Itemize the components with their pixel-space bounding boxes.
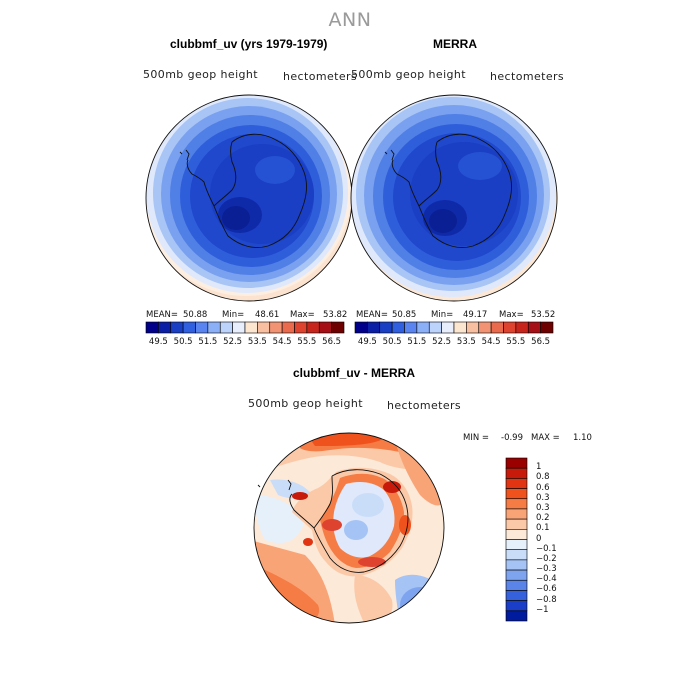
panel2-coastline bbox=[384, 133, 512, 248]
panel3-min-label: MIN = bbox=[463, 433, 490, 443]
panel3-colorbar-cell bbox=[505, 539, 528, 550]
figure-title: ANN bbox=[328, 9, 372, 31]
panel2-max-value: 53.52 bbox=[531, 310, 556, 320]
panel1-coastline bbox=[179, 133, 307, 248]
panel3-colorbar-cell bbox=[505, 600, 528, 612]
panel1-max-label: Max= bbox=[290, 310, 315, 320]
panel3-colorbar-cell bbox=[505, 549, 528, 561]
panel3-colorbar-tick-label: 0.2 bbox=[536, 513, 550, 524]
panel3-colorbar-cell bbox=[505, 518, 528, 530]
panel1-mean-label: MEAN= bbox=[146, 310, 178, 320]
panel3-colorbar-cell bbox=[505, 569, 528, 581]
panel3-colorbar-tick-label: 1 bbox=[536, 462, 542, 473]
panel3-colorbar-tick-label: 0.1 bbox=[536, 523, 550, 534]
panel3-colorbar-tick-label: −0.6 bbox=[536, 584, 557, 595]
panel2-colorbar-tick-label: 52.5 bbox=[432, 337, 452, 347]
panel3-colorbar-tick-label: 0.3 bbox=[536, 492, 550, 503]
panel2-min-value: 49.17 bbox=[463, 310, 488, 320]
panel3-colorbar-cell bbox=[505, 457, 528, 469]
panel3-left-label: 500mb geop height bbox=[248, 397, 364, 410]
panel3-colorbar-tick-label: 0.6 bbox=[536, 482, 550, 493]
panel3-colorbar-cell bbox=[505, 579, 528, 591]
panel2-colorbar-tick-label: 49.5 bbox=[357, 337, 377, 347]
panel3-colorbar-tick-label: −1 bbox=[536, 604, 549, 615]
panel1-min-value: 48.61 bbox=[255, 310, 280, 320]
panel2-right-label: hectometers bbox=[490, 70, 565, 83]
panel1-colorbar-tick-label: 55.5 bbox=[297, 337, 317, 347]
panel3-coastline bbox=[257, 469, 409, 573]
panel2-colorbar-tick-label: 50.5 bbox=[382, 337, 402, 347]
panel2-max-label: Max= bbox=[499, 310, 524, 320]
panel3-colorbar-tick-label: −0.2 bbox=[536, 553, 557, 564]
panel2-colorbar-tick-label: 54.5 bbox=[481, 337, 501, 347]
panel3-colorbar-tick-label: −0.3 bbox=[536, 564, 557, 575]
panel2-colorbar-tick-label: 56.5 bbox=[531, 337, 551, 347]
panel3-colorbar-tick-label: 0 bbox=[536, 533, 542, 544]
panel3-right-label: hectometers bbox=[387, 399, 462, 412]
panel1-title: clubbmf_uv (yrs 1979-1979) bbox=[170, 37, 328, 51]
panel1-max-value: 53.82 bbox=[323, 310, 348, 320]
panel2-min-label: Min= bbox=[431, 310, 454, 320]
panel3-title: clubbmf_uv - MERRA bbox=[293, 366, 416, 380]
panel2-colorbar-tick-label: 53.5 bbox=[456, 337, 476, 347]
panel1-mean-value: 50.88 bbox=[183, 310, 208, 320]
panel2-mean-label: MEAN= bbox=[356, 310, 388, 320]
panel3-max-label: MAX = bbox=[531, 433, 560, 443]
panel1-colorbar-tick-label: 54.5 bbox=[272, 337, 292, 347]
panel1-left-label: 500mb geop height bbox=[143, 68, 259, 81]
panel3-colorbar-cell bbox=[505, 498, 528, 510]
panel3-border bbox=[253, 432, 445, 624]
panel3-colorbar-tick-label: −0.1 bbox=[536, 543, 557, 554]
panel3-colorbar-cell bbox=[505, 610, 528, 622]
panel1-colorbar-cell bbox=[331, 321, 345, 334]
panel3-colorbar-tick-label: −0.4 bbox=[536, 574, 557, 585]
panel1-min-label: Min= bbox=[222, 310, 245, 320]
panel2-colorbar-tick-label: 51.5 bbox=[407, 337, 427, 347]
panel3-colorbar-tick-label: −0.8 bbox=[536, 594, 557, 605]
panel3-colorbar-tick-label: 0.8 bbox=[536, 472, 550, 483]
panel1-colorbar-tick-label: 56.5 bbox=[322, 337, 342, 347]
panel3-colorbar-tick-label: 0.3 bbox=[536, 502, 550, 513]
panel3-colorbar-cell bbox=[505, 478, 528, 489]
panel3-colorbar-cell bbox=[505, 508, 528, 520]
panel1-colorbar-tick-label: 52.5 bbox=[223, 337, 243, 347]
panel2-title: MERRA bbox=[433, 37, 477, 51]
panel1-right-label: hectometers bbox=[283, 70, 358, 83]
panel2-border bbox=[350, 94, 558, 302]
panel1-colorbar-tick-label: 50.5 bbox=[173, 337, 193, 347]
panel2-mean-value: 50.85 bbox=[392, 310, 417, 320]
panel3-colorbar-cell bbox=[505, 488, 528, 500]
panel3-colorbar-cell bbox=[505, 559, 528, 571]
panel3-max-value: 1.10 bbox=[573, 433, 592, 443]
panel3-min-value: -0.99 bbox=[501, 433, 523, 443]
panel2-colorbar-tick-label: 55.5 bbox=[506, 337, 526, 347]
panel1-field bbox=[146, 95, 352, 301]
panel3-colorbar-cell bbox=[505, 590, 528, 601]
panel2-colorbar-cell bbox=[540, 321, 554, 334]
panel3-colorbar-cell bbox=[505, 529, 528, 540]
panel1-colorbar-tick-label: 51.5 bbox=[198, 337, 218, 347]
panel2-left-label: 500mb geop height bbox=[351, 68, 467, 81]
panel1-colorbar-tick-label: 49.5 bbox=[148, 337, 168, 347]
panel3-colorbar-cell bbox=[505, 467, 528, 479]
panel1-colorbar-tick-label: 53.5 bbox=[247, 337, 267, 347]
